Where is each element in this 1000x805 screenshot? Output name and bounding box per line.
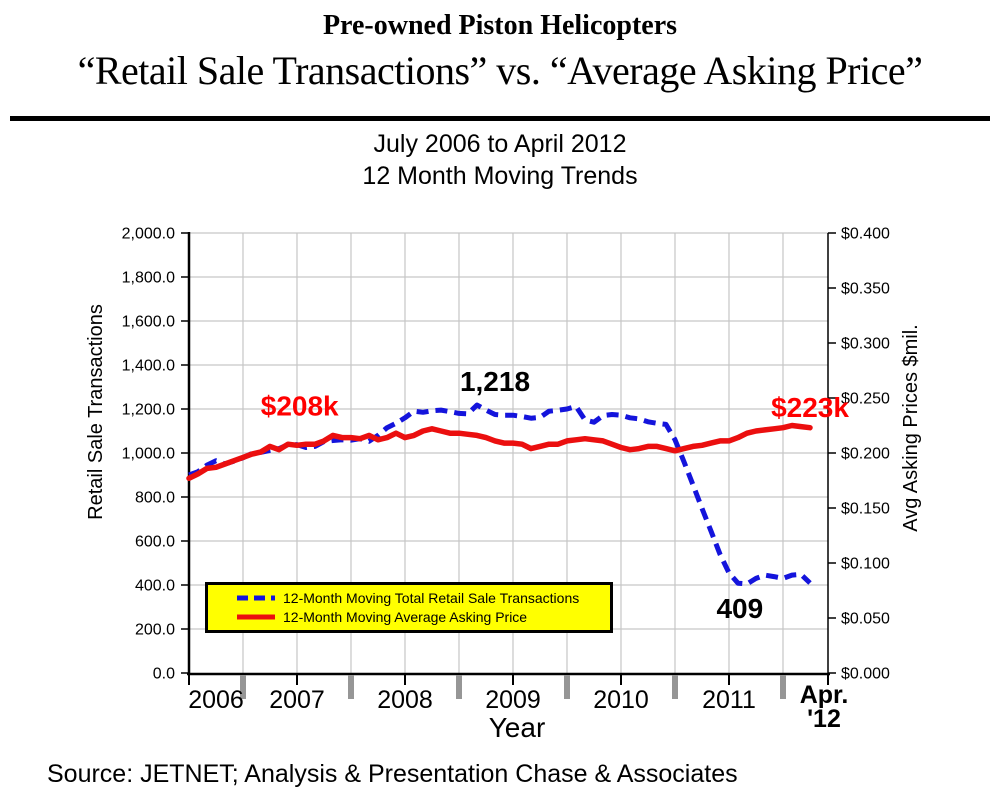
y-left-tick-label: 1,400.0 <box>122 358 175 375</box>
legend-dashed-line-sample <box>237 595 275 601</box>
y-left-tick-label: 200.0 <box>135 622 175 639</box>
axis-ticks <box>181 232 836 699</box>
source-note: Source: JETNET; Analysis & Presentation … <box>47 760 738 788</box>
chart-title: Pre-owned Piston Helicopters <box>322 10 678 41</box>
x-axis-title: Year <box>489 712 546 743</box>
y-axis-right-labels: $0.000 $0.050 $0.100 $0.150 $0.200 $0.250 $0.3… <box>841 226 890 683</box>
period-line-2: 12 Month Moving Trends <box>362 162 638 190</box>
legend-row-price: 12-Month Moving Average Asking Price <box>236 609 610 625</box>
x-year-label: 2006 <box>188 686 244 714</box>
y-right-tick-label: $0.300 <box>841 336 890 353</box>
year-boundary-tick <box>348 675 354 699</box>
annotations: $208k 1,218 $223k 409 <box>261 366 850 624</box>
y-left-tick-label: 600.0 <box>135 534 175 551</box>
y-left-tick-label: 800.0 <box>135 490 175 507</box>
chart-subtitle: “Retail Sale Transactions” vs. “Average … <box>77 48 923 93</box>
legend-label-price: 12-Month Moving Average Asking Price <box>283 609 528 625</box>
period-line-1: July 2006 to April 2012 <box>373 130 627 158</box>
title-divider <box>10 116 990 121</box>
annotation-409: 409 <box>716 593 763 624</box>
annotation-208k: $208k <box>261 391 339 422</box>
x-end-label-line2: '12 <box>807 705 841 733</box>
y-right-tick-label: $0.200 <box>841 446 890 463</box>
y-right-tick-label: $0.150 <box>841 501 890 518</box>
legend-label-transactions: 12-Month Moving Total Retail Sale Transa… <box>283 590 580 606</box>
x-year-label: 2010 <box>593 686 649 714</box>
y-axis-right-title: Avg Asking Prices $mil. <box>900 324 922 532</box>
year-boundary-tick <box>672 675 678 699</box>
year-boundary-tick <box>564 675 570 699</box>
x-end-label-line1: Apr. <box>800 681 849 709</box>
legend-row-transactions: 12-Month Moving Total Retail Sale Transa… <box>236 590 610 606</box>
x-year-label: 2008 <box>377 686 433 714</box>
year-boundary-tick <box>780 675 786 699</box>
y-left-tick-label: 2,000.0 <box>122 226 175 243</box>
y-right-tick-label: $0.050 <box>841 611 890 628</box>
y-axis-left-labels: 0.0 200.0 400.0 600.0 800.0 1,000.0 1,200.0 1,4… <box>122 226 175 683</box>
y-right-tick-label: $0.400 <box>841 226 890 243</box>
y-left-tick-label: 1,200.0 <box>122 402 175 419</box>
y-left-tick-label: 1,800.0 <box>122 270 175 287</box>
x-year-label: 2011 <box>702 686 756 714</box>
legend: 12-Month Moving Total Retail Sale Transa… <box>205 582 613 633</box>
y-right-tick-label: $0.000 <box>841 666 890 683</box>
x-year-label: 2007 <box>269 686 325 714</box>
y-left-tick-label: 400.0 <box>135 578 175 595</box>
year-boundary-tick <box>240 675 246 699</box>
y-left-tick-label: 1,600.0 <box>122 314 175 331</box>
series-line-transactions <box>188 402 812 587</box>
year-boundary-tick <box>456 675 462 699</box>
legend-solid-line-sample <box>237 614 275 620</box>
series-line-asking-price <box>186 422 813 482</box>
x-axis-labels: 2006 2007 2008 2009 2010 2011 Apr.'12 Year <box>188 681 848 743</box>
y-right-tick-label: $0.100 <box>841 556 890 573</box>
y-right-tick-label: $0.250 <box>841 391 890 408</box>
x-year-label: 2009 <box>485 686 541 714</box>
y-left-tick-label: 1,000.0 <box>122 446 175 463</box>
annotation-1218: 1,218 <box>460 366 530 397</box>
y-right-tick-label: $0.350 <box>841 281 890 298</box>
annotation-223k: $223k <box>771 392 849 423</box>
y-axis-left-title: Retail Sale Transactions <box>85 304 107 520</box>
y-left-tick-label: 0.0 <box>153 666 175 683</box>
